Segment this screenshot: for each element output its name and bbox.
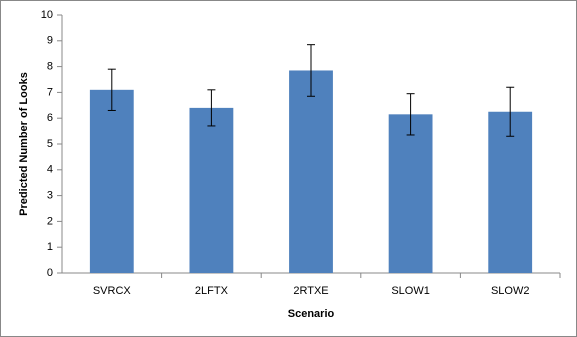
y-tick-label: 10 <box>41 9 53 21</box>
y-tick-label: 3 <box>47 190 53 202</box>
x-tick-label: SLOW2 <box>491 285 530 297</box>
x-tick-label: 2RTXE <box>293 285 328 297</box>
x-axis-title: Scenario <box>288 308 335 320</box>
bar <box>488 111 533 273</box>
bar <box>289 70 333 273</box>
bar <box>388 114 433 273</box>
x-tick-label: SVRCX <box>93 285 132 297</box>
y-tick-label: 9 <box>47 35 53 47</box>
y-tick-label: 2 <box>47 215 53 227</box>
error-bar <box>207 89 216 127</box>
y-tick-label: 0 <box>47 267 53 279</box>
y-axis-title: Predicted Number of Looks <box>18 72 30 216</box>
error-bar <box>107 68 116 111</box>
y-tick-label: 8 <box>47 61 53 73</box>
bar <box>89 89 134 273</box>
y-tick-label: 6 <box>47 112 53 124</box>
x-tick-label: SLOW1 <box>391 285 430 297</box>
error-bar <box>307 44 315 97</box>
error-bar <box>506 86 515 137</box>
y-tick-label: 4 <box>47 164 53 176</box>
error-bar <box>406 93 415 136</box>
bar <box>189 107 234 273</box>
y-tick-label: 5 <box>47 138 53 150</box>
x-tick-label: 2LFTX <box>195 285 229 297</box>
y-tick-label: 1 <box>47 241 53 253</box>
y-tick-label: 7 <box>47 86 53 98</box>
